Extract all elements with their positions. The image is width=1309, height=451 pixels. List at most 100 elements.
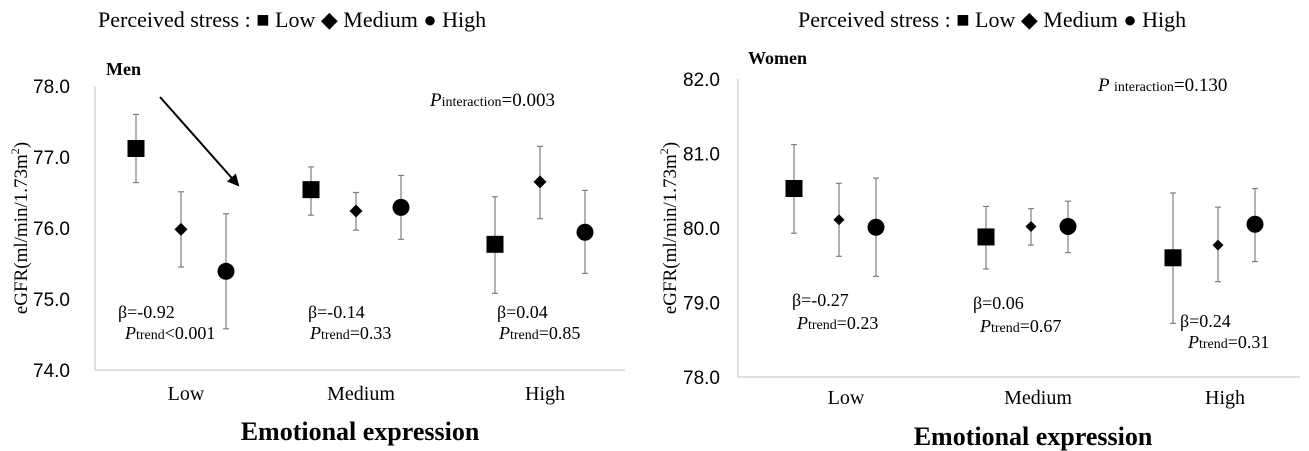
p-trend-value: <0.001	[165, 323, 216, 343]
p-trend-subscript: trend	[136, 328, 165, 343]
legend-symbol-square: ■	[256, 7, 275, 32]
p-trend-annotation: Ptrend=0.67	[979, 316, 1061, 336]
y-tick-label: 76.0	[33, 219, 70, 240]
data-point-diamond	[533, 175, 547, 189]
legend: Perceived stress : ■ Low ◆ Medium ● High	[798, 7, 1186, 32]
y-tick-label: 78.0	[683, 368, 720, 389]
p-trend-value: =0.31	[1228, 332, 1270, 352]
data-point-square	[1164, 249, 1182, 267]
legend-label-medium: Medium	[343, 7, 423, 32]
y-tick-label: 82.0	[683, 70, 720, 91]
data-point-diamond	[174, 222, 188, 236]
legend-symbol-diamond: ◆	[321, 7, 343, 32]
p-trend-subscript: trend	[510, 328, 539, 343]
p-interaction-subscript: interaction	[442, 95, 502, 110]
y-axis-label: eGFR(ml/min/1.73m2)	[8, 142, 32, 314]
data-point-square	[977, 228, 995, 246]
p-trend-annotation: Ptrend=0.31	[1187, 332, 1269, 352]
beta-annotation: β=-0.27	[792, 290, 849, 310]
data-point-circle	[392, 198, 410, 216]
y-tick-label: 74.0	[33, 361, 70, 382]
p-trend-annotation: Ptrend=0.33	[309, 323, 391, 343]
legend-prefix: Perceived stress :	[798, 7, 956, 32]
y-tick-label: 81.0	[683, 145, 720, 166]
legend-label-medium: Medium	[1043, 7, 1123, 32]
x-tick-label: Low	[828, 387, 865, 409]
y-tick-label: 79.0	[683, 294, 720, 315]
legend-symbol-diamond: ◆	[1021, 7, 1043, 32]
beta-annotation: β=0.06	[973, 293, 1024, 313]
p-interaction-annotation: Pinteraction=0.003	[429, 90, 555, 111]
data-point-square	[302, 181, 320, 199]
y-axis-label-close: )	[11, 142, 32, 148]
p-trend-symbol: P	[498, 323, 510, 343]
data-point-diamond	[833, 214, 845, 226]
panel-label: Men	[106, 59, 141, 79]
p-trend-subscript: trend	[321, 328, 350, 343]
y-axis-label-text: eGFR(ml/min/1.73m	[660, 154, 681, 314]
legend-symbol-circle: ●	[1123, 7, 1142, 32]
p-trend-annotation: Ptrend=0.23	[796, 313, 878, 333]
y-axis-label: eGFR(ml/min/1.73m2)	[657, 142, 681, 314]
p-trend-symbol: P	[979, 316, 991, 336]
x-axis-label: Emotional expression	[241, 417, 480, 446]
beta-annotation: β=-0.92	[118, 302, 175, 322]
women-panel: Perceived stress : ■ Low ◆ Medium ● High…	[657, 7, 1300, 451]
data-point-square	[127, 139, 145, 157]
legend-label-low: Low	[975, 7, 1021, 32]
annotation-arrow	[159, 96, 240, 187]
men-panel: Perceived stress : ■ Low ◆ Medium ● High…	[8, 7, 625, 446]
p-interaction-symbol: P	[429, 90, 442, 111]
x-tick-label: Medium	[327, 383, 395, 405]
p-trend-subscript: trend	[1199, 337, 1228, 352]
y-tick-label: 78.0	[33, 77, 70, 98]
legend-label-high: High	[442, 7, 486, 32]
p-trend-symbol: P	[1187, 332, 1199, 352]
y-tick-label: 77.0	[33, 148, 70, 169]
beta-annotation: β=0.24	[1180, 311, 1231, 331]
legend-symbol-square: ■	[956, 7, 975, 32]
p-trend-annotation: Ptrend=0.85	[498, 323, 580, 343]
p-interaction-annotation: P interaction=0.130	[1097, 75, 1227, 96]
p-trend-symbol: P	[309, 323, 321, 343]
x-tick-label: High	[525, 383, 565, 405]
y-axis-label-close: )	[660, 142, 681, 148]
legend-label-high: High	[1142, 7, 1186, 32]
data-point-diamond	[1025, 221, 1037, 233]
panel-label: Women	[748, 48, 807, 68]
p-interaction-subscript: interaction	[1114, 80, 1174, 95]
data-point-square	[785, 180, 803, 198]
beta-annotation: β=0.04	[497, 302, 548, 322]
legend-prefix: Perceived stress :	[98, 7, 256, 32]
p-trend-value: =0.67	[1020, 316, 1062, 336]
p-interaction-value: =0.003	[501, 90, 554, 111]
x-tick-label: Low	[168, 383, 205, 405]
p-trend-symbol: P	[124, 323, 136, 343]
p-trend-subscript: trend	[808, 318, 837, 333]
data-point-diamond	[349, 204, 363, 218]
data-point-diamond	[1212, 239, 1224, 251]
x-tick-label: High	[1205, 387, 1245, 409]
data-point-square	[486, 235, 504, 253]
data-point-circle	[217, 262, 235, 280]
legend-label-low: Low	[275, 7, 321, 32]
p-trend-value: =0.23	[837, 313, 879, 333]
p-trend-annotation: Ptrend<0.001	[124, 323, 215, 343]
p-trend-symbol: P	[796, 313, 808, 333]
data-point-circle	[1246, 215, 1264, 233]
y-tick-label: 75.0	[33, 290, 70, 311]
p-trend-subscript: trend	[991, 321, 1020, 336]
x-axis-label: Emotional expression	[914, 422, 1153, 451]
p-trend-value: =0.85	[539, 323, 581, 343]
legend-symbol-circle: ●	[423, 7, 442, 32]
data-point-circle	[867, 218, 885, 236]
data-point-circle	[576, 223, 594, 241]
x-tick-label: Medium	[1004, 387, 1072, 409]
data-point-circle	[1059, 218, 1077, 236]
legend-text: Perceived stress : ■ Low ◆ Medium ● High	[798, 7, 1186, 32]
p-interaction-value: =0.130	[1174, 75, 1227, 96]
y-axis-label-sup: 2	[657, 148, 671, 154]
p-trend-value: =0.33	[350, 323, 392, 343]
legend: Perceived stress : ■ Low ◆ Medium ● High	[98, 7, 486, 32]
